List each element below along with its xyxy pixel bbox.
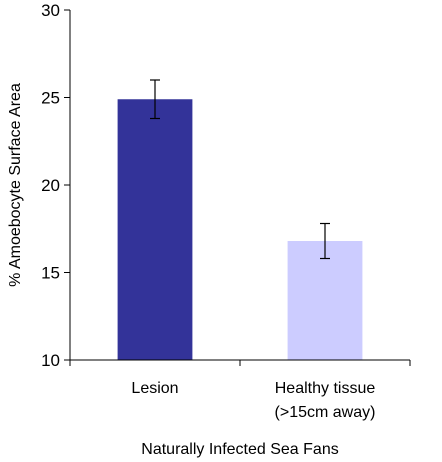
y-tick-label: 15 [41,264,60,283]
y-tick-label: 10 [41,351,60,370]
category-sublabel-2: (>15cm away) [275,404,376,421]
bar-2 [287,241,363,360]
axes-group: 10 15 20 25 30 [41,1,411,370]
y-tick-label: 30 [41,1,60,20]
category-label-1: Lesion [131,380,178,397]
y-tick-label: 25 [41,89,60,108]
bar-1 [117,99,193,360]
category-label-2: Healthy tissue [275,380,376,397]
y-tick-label: 20 [41,176,60,195]
x-axis-title: Naturally Infected Sea Fans [141,441,338,458]
error-bars-group [150,79,330,260]
bars-group [117,99,363,360]
y-axis-title: % Amoebocyte Surface Area [7,83,24,287]
labels-group: Lesion Healthy tissue (>15cm away) [131,380,375,421]
